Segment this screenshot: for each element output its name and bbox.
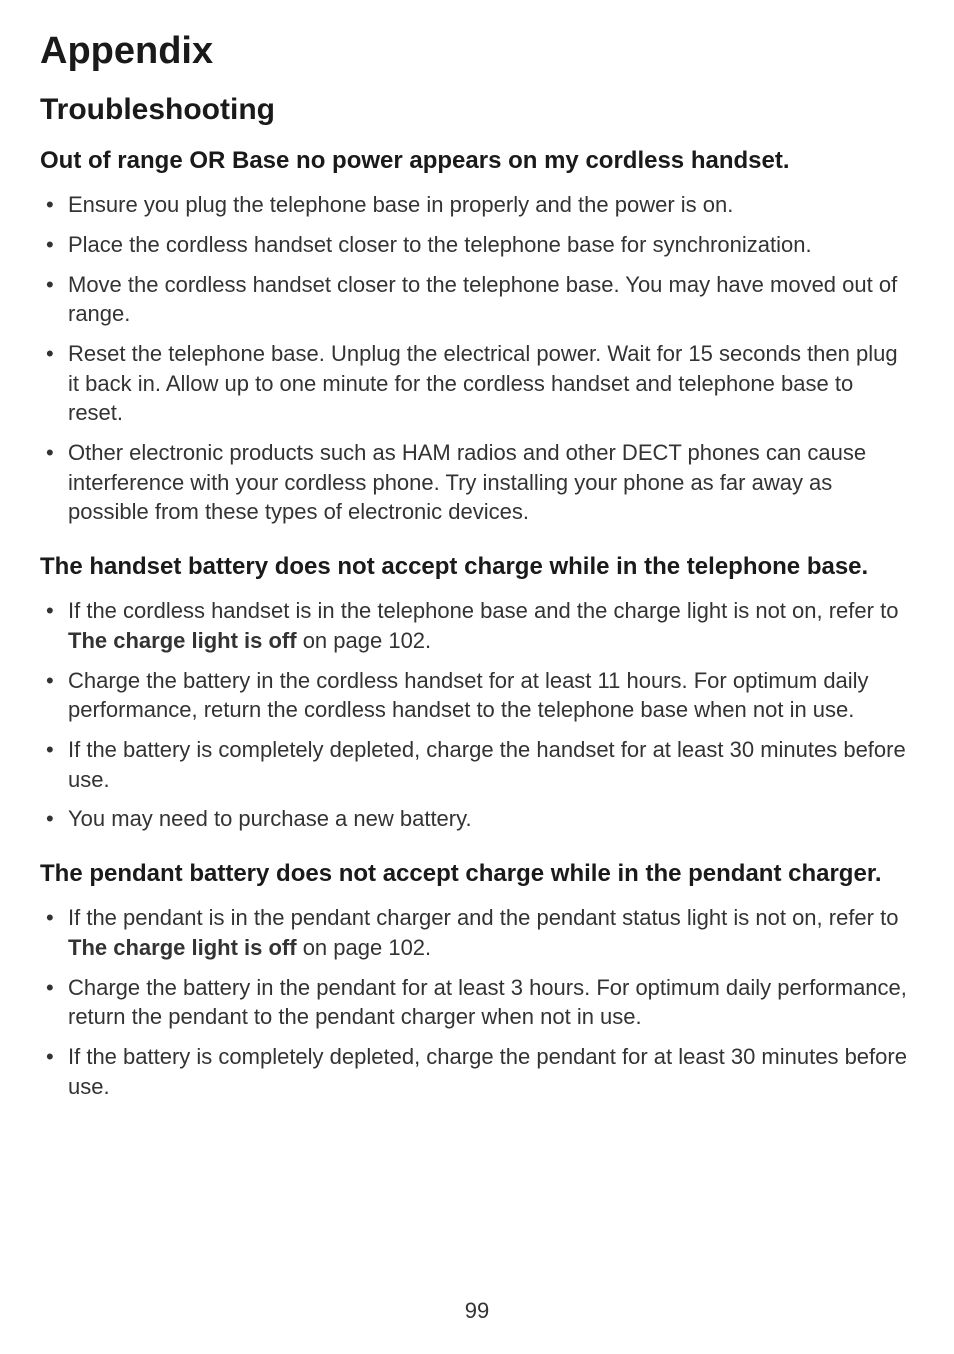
problem-block-1: The handset battery does not accept char… [40,551,914,834]
list-item: Charge the battery in the cordless hands… [40,666,914,725]
section-title: Troubleshooting [40,93,914,127]
problem-block-0: Out of range OR Base no power appears on… [40,145,914,527]
item-post: on page 102. [297,935,432,960]
problem-list: If the pendant is in the pendant charger… [40,903,914,1101]
list-item: Place the cordless handset closer to the… [40,230,914,260]
item-bold: The charge light is off [68,935,297,960]
item-pre: If the pendant is in the pendant charger… [68,905,898,930]
item-post: on page 102. [297,628,432,653]
problem-list: Ensure you plug the telephone base in pr… [40,190,914,527]
list-item: You may need to purchase a new battery. [40,804,914,834]
item-pre: If the cordless handset is in the teleph… [68,598,898,623]
problem-block-2: The pendant battery does not accept char… [40,858,914,1101]
list-item: Reset the telephone base. Unplug the ele… [40,339,914,428]
problem-heading: Out of range OR Base no power appears on… [40,145,914,176]
page-number: 99 [0,1298,954,1324]
list-item: Other electronic products such as HAM ra… [40,438,914,527]
problem-heading: The handset battery does not accept char… [40,551,914,582]
list-item: If the battery is completely depleted, c… [40,1042,914,1101]
item-bold: The charge light is off [68,628,297,653]
list-item: If the cordless handset is in the teleph… [40,596,914,655]
problem-list: If the cordless handset is in the teleph… [40,596,914,834]
list-item: If the battery is completely depleted, c… [40,735,914,794]
list-item: Ensure you plug the telephone base in pr… [40,190,914,220]
problem-heading: The pendant battery does not accept char… [40,858,914,889]
list-item: Move the cordless handset closer to the … [40,270,914,329]
page-title: Appendix [40,30,914,73]
list-item: Charge the battery in the pendant for at… [40,973,914,1032]
list-item: If the pendant is in the pendant charger… [40,903,914,962]
